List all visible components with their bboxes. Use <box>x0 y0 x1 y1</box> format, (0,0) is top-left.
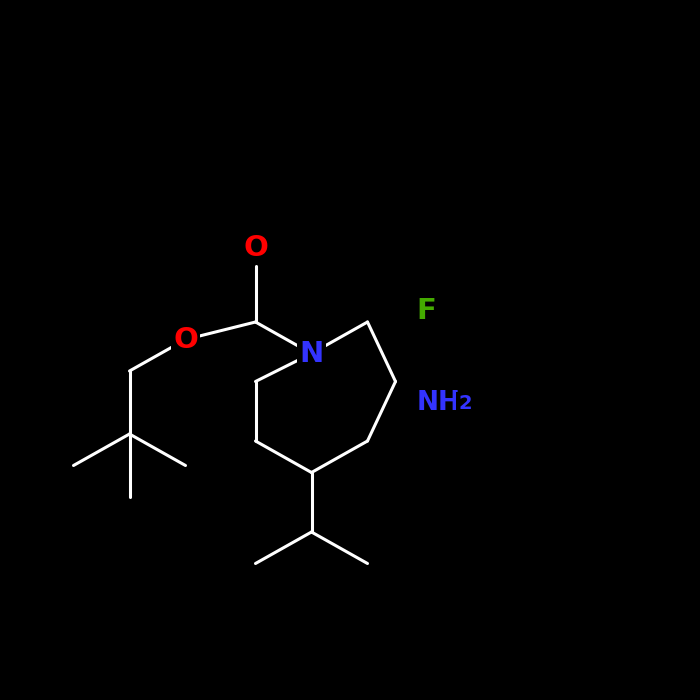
Text: NH: NH <box>416 389 461 416</box>
Text: F: F <box>416 298 436 326</box>
Text: O: O <box>173 326 198 354</box>
Text: O: O <box>243 234 268 262</box>
Text: N: N <box>300 340 323 368</box>
Text: 2: 2 <box>458 394 472 413</box>
